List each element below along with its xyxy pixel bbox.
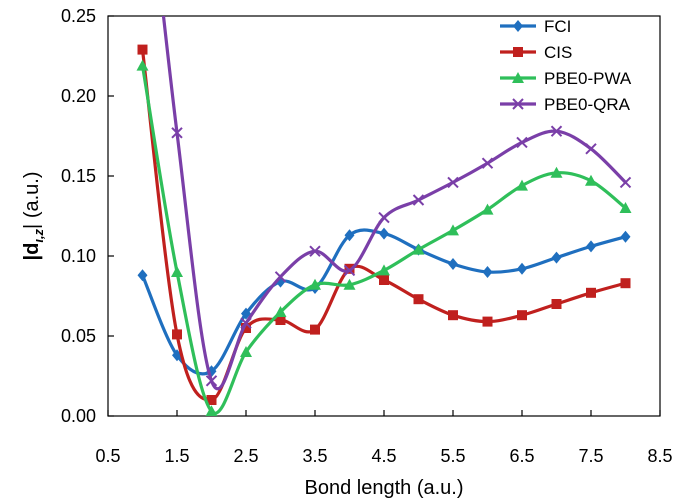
- legend-label: CIS: [544, 43, 572, 62]
- x-tick-label: 6.5: [509, 446, 534, 466]
- data-point: [481, 203, 494, 215]
- x-axis-title: Bond length (a.u.): [305, 477, 464, 499]
- x-tick-label: 3.5: [302, 446, 327, 466]
- data-point: [136, 59, 149, 71]
- data-point: [412, 194, 425, 206]
- data-point: [620, 278, 631, 289]
- x-tick-label: 7.5: [578, 446, 603, 466]
- data-point: [274, 306, 287, 317]
- y-axis-title-subscript: ι,z: [31, 228, 46, 242]
- series-line: [140, 228, 628, 376]
- data-point: [551, 299, 562, 309]
- legend-item: PBE0-QRA: [500, 95, 631, 114]
- data-point: [550, 125, 563, 137]
- data-point: [171, 266, 183, 277]
- series-layer: [136, 16, 632, 416]
- data-point: [585, 174, 597, 186]
- data-point: [205, 375, 218, 387]
- y-tick-label: 0.05: [61, 326, 96, 346]
- x-tick-label: 2.5: [233, 446, 258, 466]
- data-point: [379, 227, 389, 240]
- data-point: [516, 136, 528, 149]
- data-point: [343, 264, 356, 277]
- data-point: [274, 271, 287, 283]
- y-axis-title: |dι,z| (a.u.): [21, 172, 46, 261]
- legend-label: PBE0-QRA: [544, 95, 631, 114]
- data-point: [585, 143, 597, 155]
- data-point: [413, 294, 424, 305]
- data-point: [275, 315, 286, 325]
- data-point: [378, 211, 390, 224]
- data-point: [309, 245, 321, 257]
- data-point: [241, 323, 251, 333]
- data-point: [137, 44, 148, 55]
- data-point: [586, 240, 596, 253]
- y-tick-label: 0.10: [61, 246, 96, 266]
- data-point: [620, 230, 631, 243]
- data-point: [240, 346, 252, 357]
- data-point: [586, 287, 596, 298]
- data-point: [482, 316, 493, 327]
- data-point: [551, 251, 562, 264]
- data-point: [379, 275, 389, 285]
- data-point: [447, 224, 459, 236]
- x-tick-label: 0.5: [95, 446, 120, 466]
- y-tick-label: 0.15: [61, 166, 96, 186]
- y-tick-label: 0.25: [61, 6, 96, 26]
- series-cis: [137, 44, 631, 405]
- data-point: [378, 264, 390, 276]
- legend: FCI CIS PBE0-PWA PBE0-QRA: [500, 17, 632, 114]
- x-tick-label: 8.5: [647, 446, 672, 466]
- data-point: [482, 266, 493, 278]
- data-point: [240, 317, 252, 329]
- data-point: [619, 202, 632, 213]
- y-tick-label: 0.00: [61, 406, 96, 426]
- x-tick-label: 4.5: [371, 446, 396, 466]
- series-line: [140, 48, 628, 402]
- data-point: [412, 243, 425, 255]
- data-point: [517, 310, 527, 321]
- data-point: [550, 166, 563, 178]
- data-point: [206, 395, 217, 405]
- legend-marker: [513, 20, 523, 32]
- data-point: [344, 229, 355, 242]
- data-point: [517, 262, 527, 275]
- x-tick-label: 1.5: [164, 446, 189, 466]
- y-axis-title-prefix: |d: [21, 243, 43, 261]
- legend-marker: [512, 72, 524, 83]
- legend-label: PBE0-PWA: [544, 69, 632, 88]
- legend-item: CIS: [500, 43, 572, 62]
- data-point: [447, 176, 459, 189]
- data-point: [172, 329, 182, 340]
- y-axis-title-suffix: | (a.u.): [21, 172, 43, 229]
- data-point: [343, 278, 356, 290]
- legend-item: FCI: [500, 17, 571, 36]
- data-point: [448, 258, 458, 270]
- data-point: [171, 127, 183, 139]
- data-point: [137, 269, 148, 282]
- data-point: [516, 179, 528, 191]
- data-point: [205, 405, 218, 416]
- axes: 0.5 1.5 2.5 3.5 4.5 5.5 6.5 7.5 8.5 0.00 0.05 0.10 0…: [61, 6, 673, 466]
- series-pbe0-qra: [161, 16, 632, 391]
- data-point: [448, 310, 458, 321]
- y-tick-label: 0.20: [61, 86, 96, 106]
- legend-label: FCI: [544, 17, 571, 36]
- legend-marker: [513, 47, 523, 57]
- data-point: [481, 157, 494, 169]
- series-pbe0-pwa: [136, 59, 632, 416]
- series-line: [140, 63, 628, 415]
- legend-marker: [512, 98, 524, 110]
- data-point: [309, 278, 321, 290]
- legend-item: PBE0-PWA: [500, 69, 632, 88]
- x-tick-label: 5.5: [440, 446, 465, 466]
- data-point: [619, 176, 632, 189]
- data-point: [310, 324, 320, 335]
